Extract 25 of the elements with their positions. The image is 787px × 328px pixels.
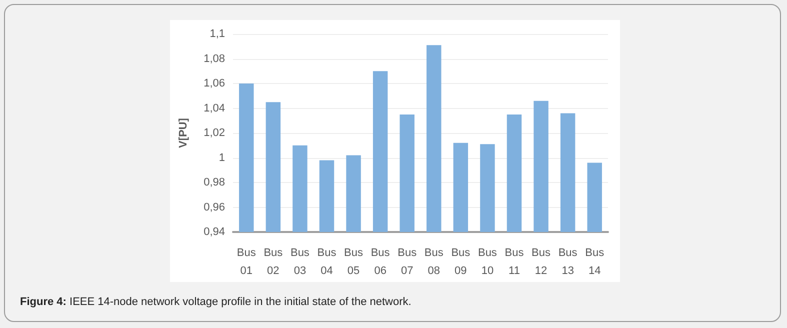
x-tick-label: Bus 09	[451, 247, 471, 277]
y-tick-label: 1	[218, 152, 225, 164]
y-axis-title: V[PU]	[178, 118, 190, 148]
x-tick-label: Bus 08	[424, 247, 444, 277]
x-tick-label: Bus 04	[317, 247, 337, 277]
x-tick-label: Bus 02	[264, 247, 284, 277]
x-tick-label: Bus 12	[532, 247, 552, 277]
x-tick-label: Bus 03	[290, 247, 310, 277]
x-tick-label: Bus 05	[344, 247, 364, 277]
x-tick-label: Bus 13	[558, 247, 578, 277]
y-tick-label: 1,02	[204, 127, 225, 139]
x-tick-label: Bus 06	[370, 247, 390, 277]
x-tick-label: Bus 11	[504, 247, 524, 277]
y-tick-label: 1,06	[204, 78, 225, 90]
y-tick-label: 0,96	[204, 201, 225, 214]
x-tick-label: Bus 10	[478, 247, 498, 277]
y-tick-label: 0,94	[204, 226, 225, 238]
x-tick-label: Bus 14	[585, 247, 605, 277]
y-tick-label: 1,08	[204, 52, 225, 65]
x-tick-label: Bus 01	[236, 247, 256, 277]
x-tick-label: Bus 07	[398, 247, 418, 277]
y-tick-label: 1,04	[204, 102, 225, 114]
y-tick-label: 0,98	[204, 176, 225, 188]
caption: Figure 4: IEEE 14-node network voltage profile in the initial state of the network.	[20, 296, 412, 308]
y-tick-label: 1,1	[210, 28, 225, 40]
